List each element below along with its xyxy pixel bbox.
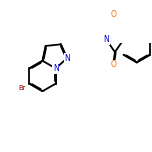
Text: N: N	[64, 54, 70, 63]
Text: Br: Br	[18, 85, 26, 91]
Text: N: N	[53, 64, 59, 73]
Text: O: O	[110, 60, 116, 69]
Text: O: O	[110, 10, 116, 19]
Text: N: N	[103, 35, 109, 44]
